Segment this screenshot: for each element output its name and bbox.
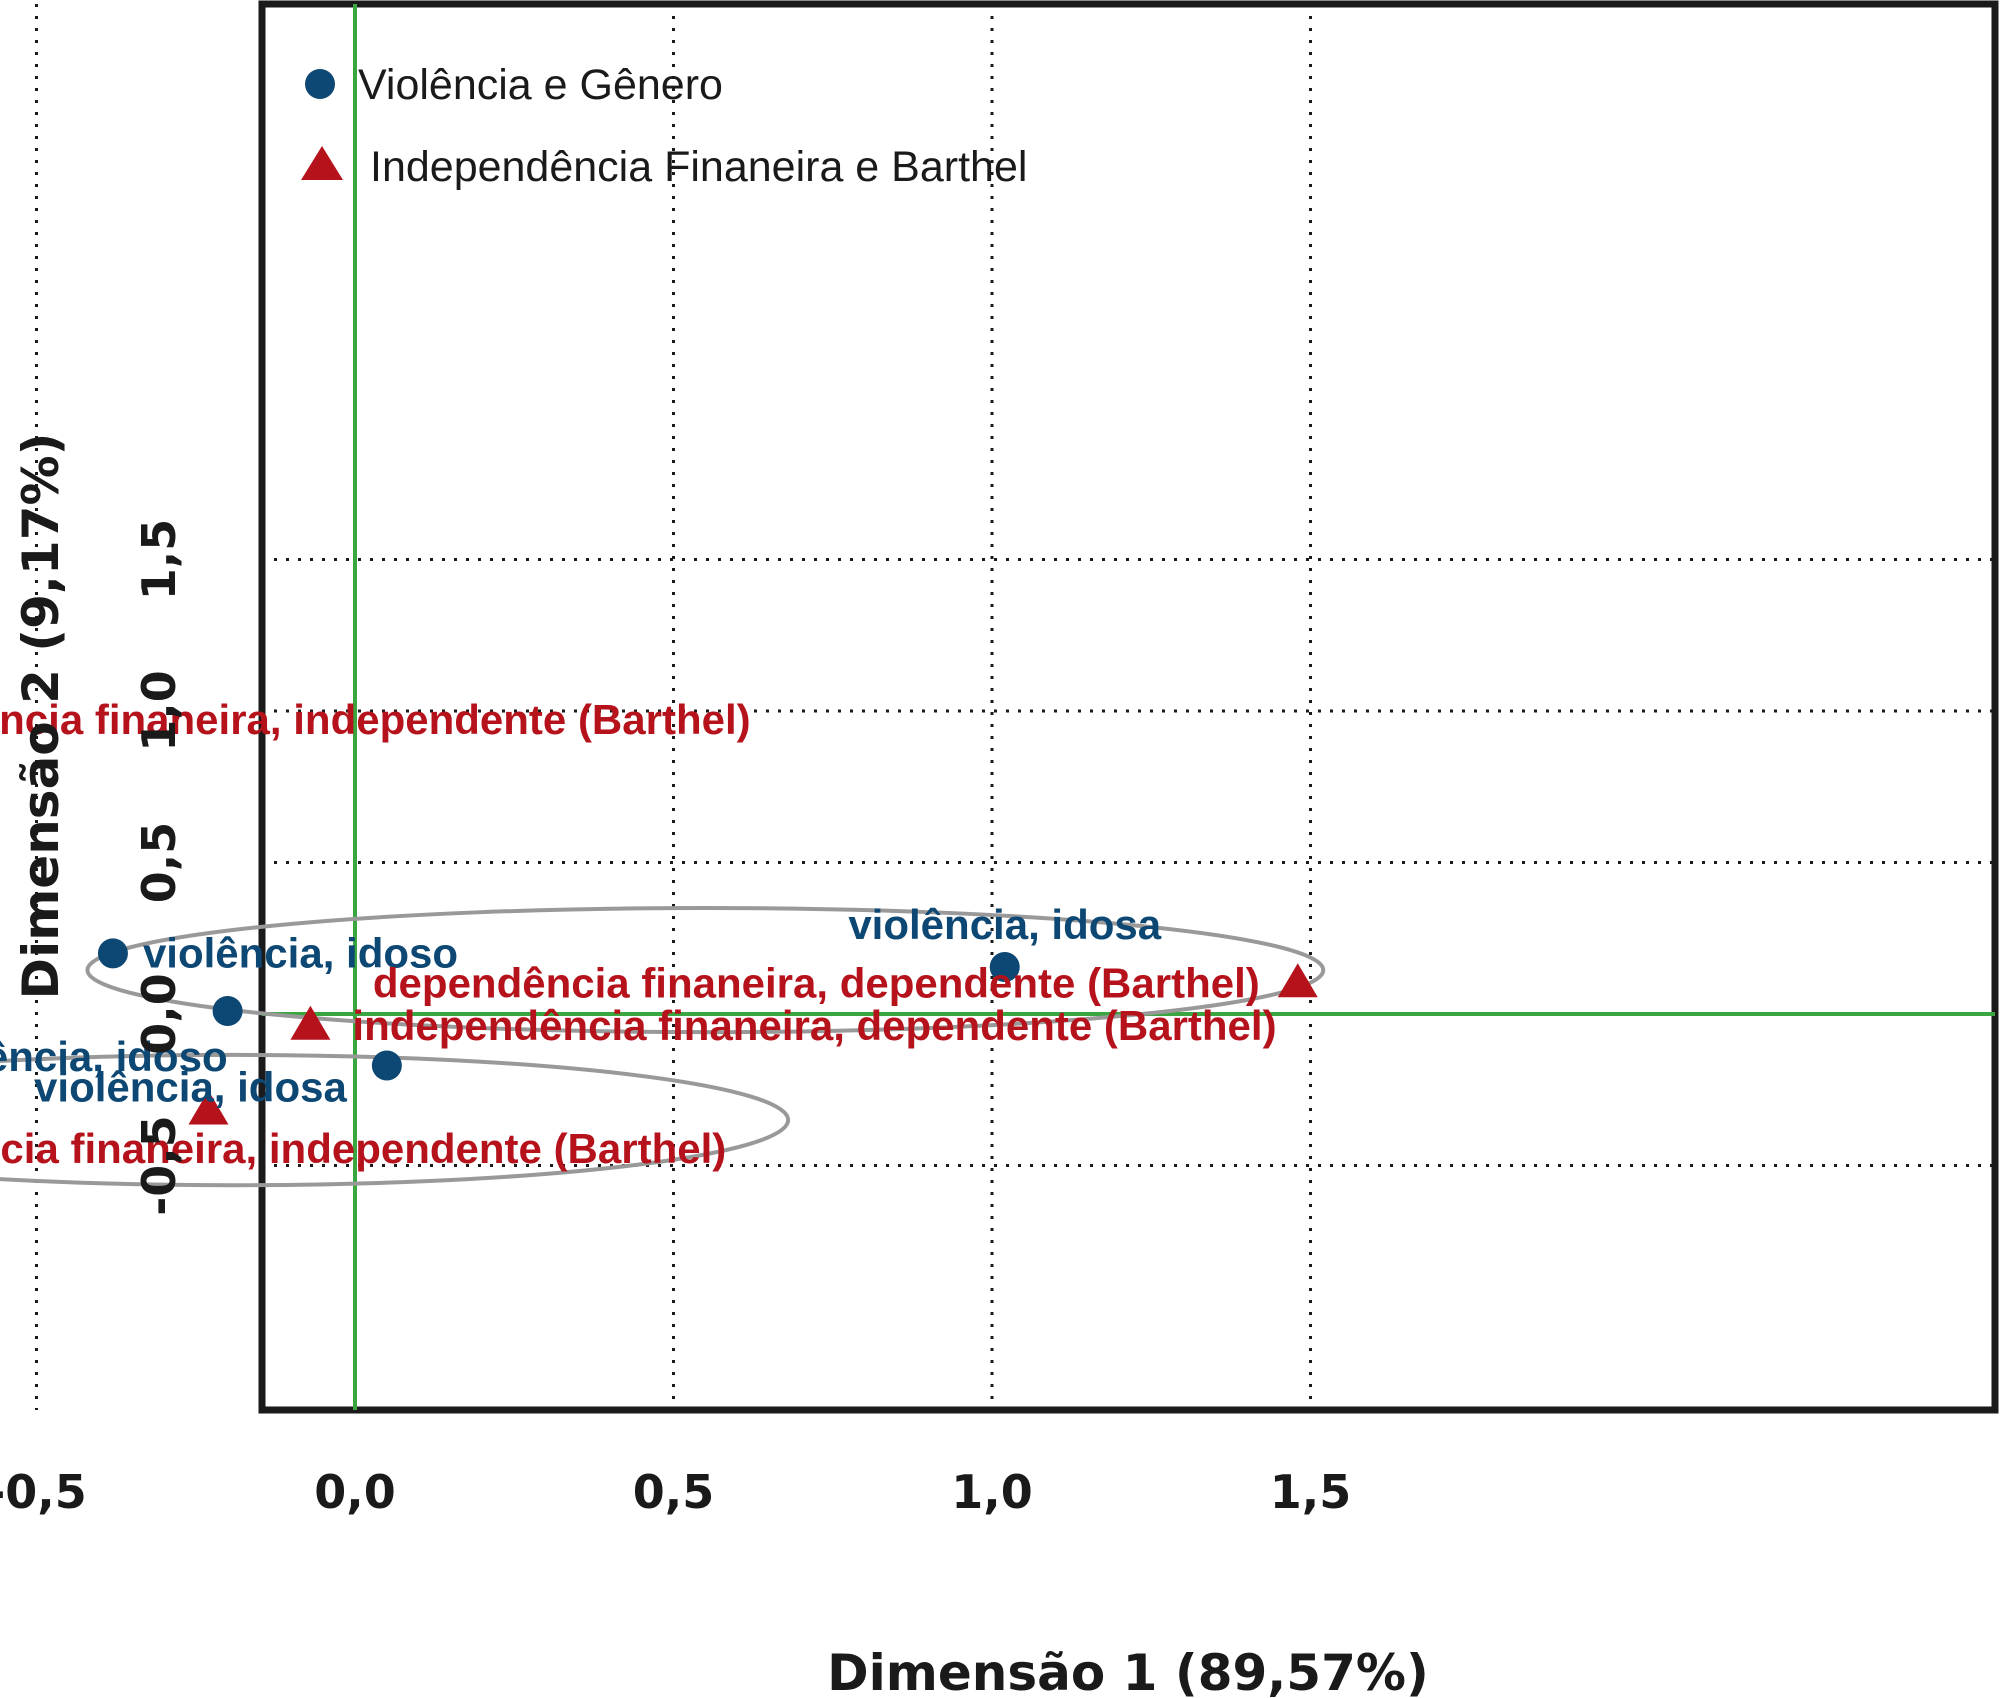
point-triangle-1-1 — [290, 1005, 331, 1040]
point-circle-0-0 — [97, 938, 128, 969]
legend-label-0: Violência e Gênero — [358, 61, 723, 109]
ellipse-1 — [0, 1052, 790, 1188]
x-tick-label-1: -0,5 — [0, 1465, 87, 1519]
legend-label-1: Independência Finaneira e Barthel — [370, 143, 1027, 191]
y-tick-label-0: -0,5 — [132, 1115, 186, 1216]
x-tick-labels: -1,0-0,50,00,51,01,5 — [0, 1465, 1351, 1519]
ellipse-0 — [85, 905, 1326, 1035]
data-points — [97, 938, 1318, 1125]
point-label-0-0: violência, idoso — [143, 929, 458, 976]
point-label-0-1: violência, idoso — [0, 1033, 228, 1080]
legend-triangle-icon — [301, 146, 343, 180]
y-tick-label-2: 0,5 — [132, 822, 186, 904]
point-label-1-1: independência finaneira, dependente (Bar… — [352, 1002, 1276, 1049]
y-tick-labels: -0,5 0,0 0,5 1,0 1,5 — [132, 519, 186, 1216]
y-tick-label-1: 0,0 — [132, 973, 186, 1055]
y-tick-label-3: 1,0 — [132, 670, 186, 752]
point-label-0-3: violência, idosa — [848, 901, 1161, 948]
point-circle-0-2 — [371, 1050, 402, 1081]
y-tick-label-4: 1,5 — [132, 519, 186, 601]
legend-circle-icon — [305, 69, 335, 99]
x-tick-label-4: 1,0 — [951, 1465, 1033, 1519]
y-axis-title: Dimensão 2 (9,17%) — [12, 433, 70, 1000]
point-circle-0-1 — [212, 995, 243, 1026]
point-triangle-1-2 — [1277, 963, 1318, 998]
x-axis-title: Dimensão 1 (89,57%) — [827, 1644, 1429, 1698]
legend: Violência e Gênero Independência Finaneir… — [301, 61, 1027, 191]
point-triangle-1-3 — [188, 1090, 229, 1125]
x-tick-label-3: 0,5 — [633, 1465, 715, 1519]
plot-frame — [258, 0, 1999, 1414]
point-label-1-3: independência finaneira, independente (B… — [0, 1125, 726, 1172]
point-label-0-2: violência, idosa — [34, 1064, 347, 1111]
x-tick-label-5: 1,5 — [1270, 1465, 1352, 1519]
point-circle-0-3 — [989, 952, 1020, 983]
point-label-1-2: dependência finaneira, dependente (Barth… — [373, 960, 1260, 1007]
point-label-1-0: dependência finaneira, independente (Bar… — [0, 696, 751, 743]
grid-lines — [35, 4, 1995, 1410]
confidence-ellipses — [0, 905, 1326, 1188]
x-tick-label-2: 0,0 — [314, 1465, 396, 1519]
